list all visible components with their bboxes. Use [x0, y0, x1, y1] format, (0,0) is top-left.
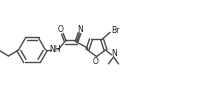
Text: N: N	[78, 25, 83, 34]
Text: O: O	[58, 25, 63, 35]
Text: Br: Br	[111, 26, 119, 35]
Text: NH: NH	[49, 45, 60, 55]
Text: O: O	[93, 57, 98, 66]
Text: N: N	[112, 49, 117, 58]
